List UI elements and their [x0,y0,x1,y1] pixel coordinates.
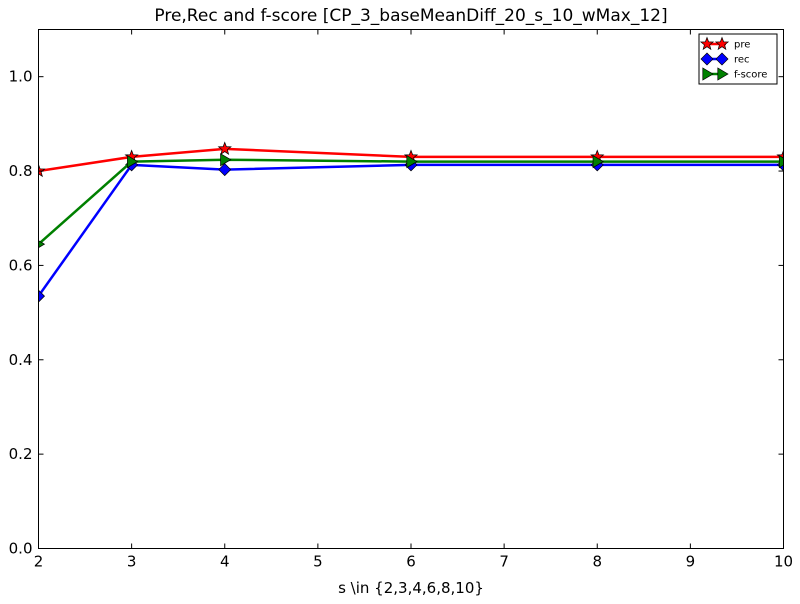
y-tick-label: 0.4 [9,351,33,369]
x-tick-label: 9 [686,553,696,571]
legend-marker [715,52,729,66]
data-point-f-score [220,153,232,167]
x-tick-label: 2 [34,553,44,571]
axis-layer: 2 3 4 5 6 7 8 9 10 0.0 0.2 0.4 0.6 0.8 1.0 [9,29,793,571]
data-layer [38,141,784,303]
legend-entry-pre: pre [699,36,750,51]
y-tick-label: 0.6 [9,256,33,274]
data-point-rec [38,289,45,303]
x-tick-label: 4 [220,553,230,571]
plot-area [38,29,784,549]
data-point-f-score [778,154,784,169]
legend-label: pre [734,40,750,51]
series-line-rec [38,163,784,297]
data-point-pre [217,141,232,155]
data-point-pre [38,163,46,178]
data-point-f-score [592,154,604,169]
x-tick-label: 10 [774,553,793,571]
legend-marker [699,36,715,51]
series-f-score [38,153,784,249]
x-axis-label: s \in {2,3,4,6,8,10} [338,579,484,597]
plot-frame [38,29,784,549]
data-point-f-score [38,240,46,249]
legend-label: f-score [734,70,767,81]
y-tick-label: 0.0 [9,540,33,558]
x-tick-label: 7 [499,553,509,571]
legend-marker [700,52,714,66]
x-tick-label: 6 [406,553,416,571]
y-tick-label: 0.8 [9,162,33,180]
legend: pre rec f-score [698,33,778,85]
legend-marker [714,36,730,51]
legend-entry-rec: rec [700,52,750,66]
x-tick-label: 5 [313,553,323,571]
legend-label: rec [734,55,750,66]
data-point-f-score [406,154,418,169]
data-point-rec [218,163,232,177]
y-tick-label: 0.2 [9,445,33,463]
chart-title: Pre,Rec and f-score [CP_3_baseMeanDiff_2… [154,6,667,26]
x-tick-label: 8 [592,553,602,571]
legend-marker [717,67,729,81]
x-tick-label: 3 [127,553,137,571]
series-line-f-score [38,158,784,246]
legend-marker [702,67,714,81]
legend-entry-f-score: f-score [702,67,767,81]
data-point-f-score [127,154,139,169]
series-line-pre [38,147,784,173]
y-tick-label: 1.0 [9,68,33,86]
